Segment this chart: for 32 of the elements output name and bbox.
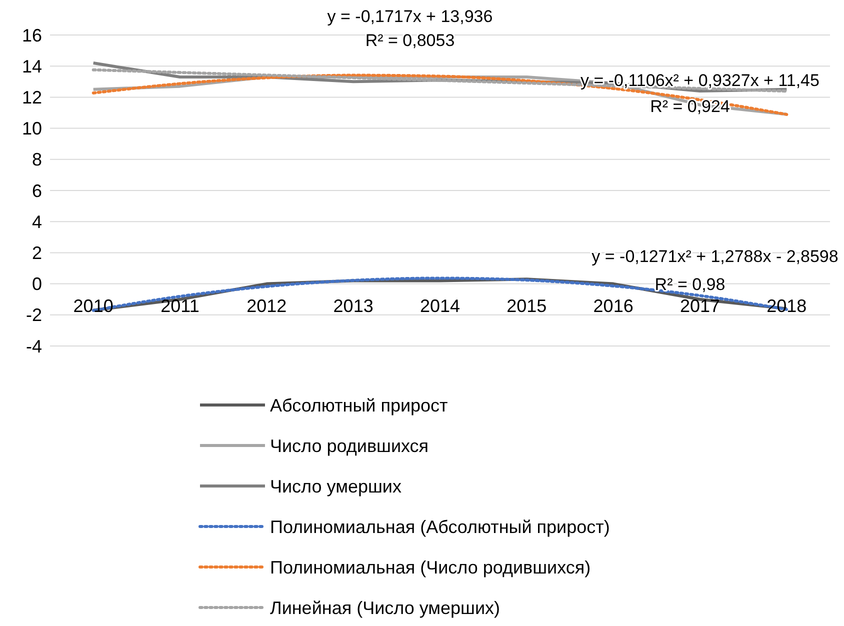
- y-tick-label: 16: [22, 25, 42, 46]
- annotation: R² = 0,8053: [365, 31, 455, 50]
- y-tick-label: 8: [32, 150, 42, 170]
- y-tick-label: 12: [22, 88, 42, 108]
- y-tick-label: -4: [26, 336, 42, 356]
- legend-label: Число умерших: [270, 476, 402, 496]
- legend-label: Линейная (Число умерших): [270, 598, 500, 618]
- x-tick-label: 2017: [680, 296, 720, 316]
- x-tick-label: 2011: [160, 296, 200, 316]
- x-tick-label: 2014: [420, 296, 460, 316]
- y-tick-label: 6: [32, 180, 42, 201]
- x-tick-label: 2013: [333, 296, 374, 316]
- x-tick-label: 2016: [593, 296, 634, 316]
- y-tick-label: 2: [32, 243, 42, 263]
- x-tick-label: 2012: [246, 296, 287, 316]
- annotation: y = -0,1106x² + 0,9327x + 11,45: [580, 71, 820, 90]
- y-tick-label: 0: [32, 274, 42, 294]
- annotation: y = -0,1271x² + 1,2788x - 2,8598: [592, 247, 838, 266]
- y-tick-label: 10: [22, 118, 42, 139]
- annotation: R² = 0,924: [650, 97, 730, 116]
- x-tick-label: 2018: [766, 296, 807, 316]
- legend-label: Полиномиальная (Число родившихся): [270, 557, 591, 578]
- x-tick-label: 2015: [506, 296, 547, 316]
- text: y = -0,1717x + 13,936: [327, 7, 493, 26]
- y-tick-label: -2: [26, 305, 42, 326]
- y-tick-label: 4: [32, 212, 42, 232]
- legend-label: Число родившихся: [270, 436, 429, 456]
- y-tick-label: 14: [22, 56, 42, 76]
- legend-label: Полиномиальная (Абсолютный прирост): [270, 516, 610, 537]
- annotation: R² = 0,98: [654, 275, 726, 294]
- legend-label: Абсолютный прирост: [270, 395, 448, 416]
- x-tick-label: 2010: [73, 296, 114, 316]
